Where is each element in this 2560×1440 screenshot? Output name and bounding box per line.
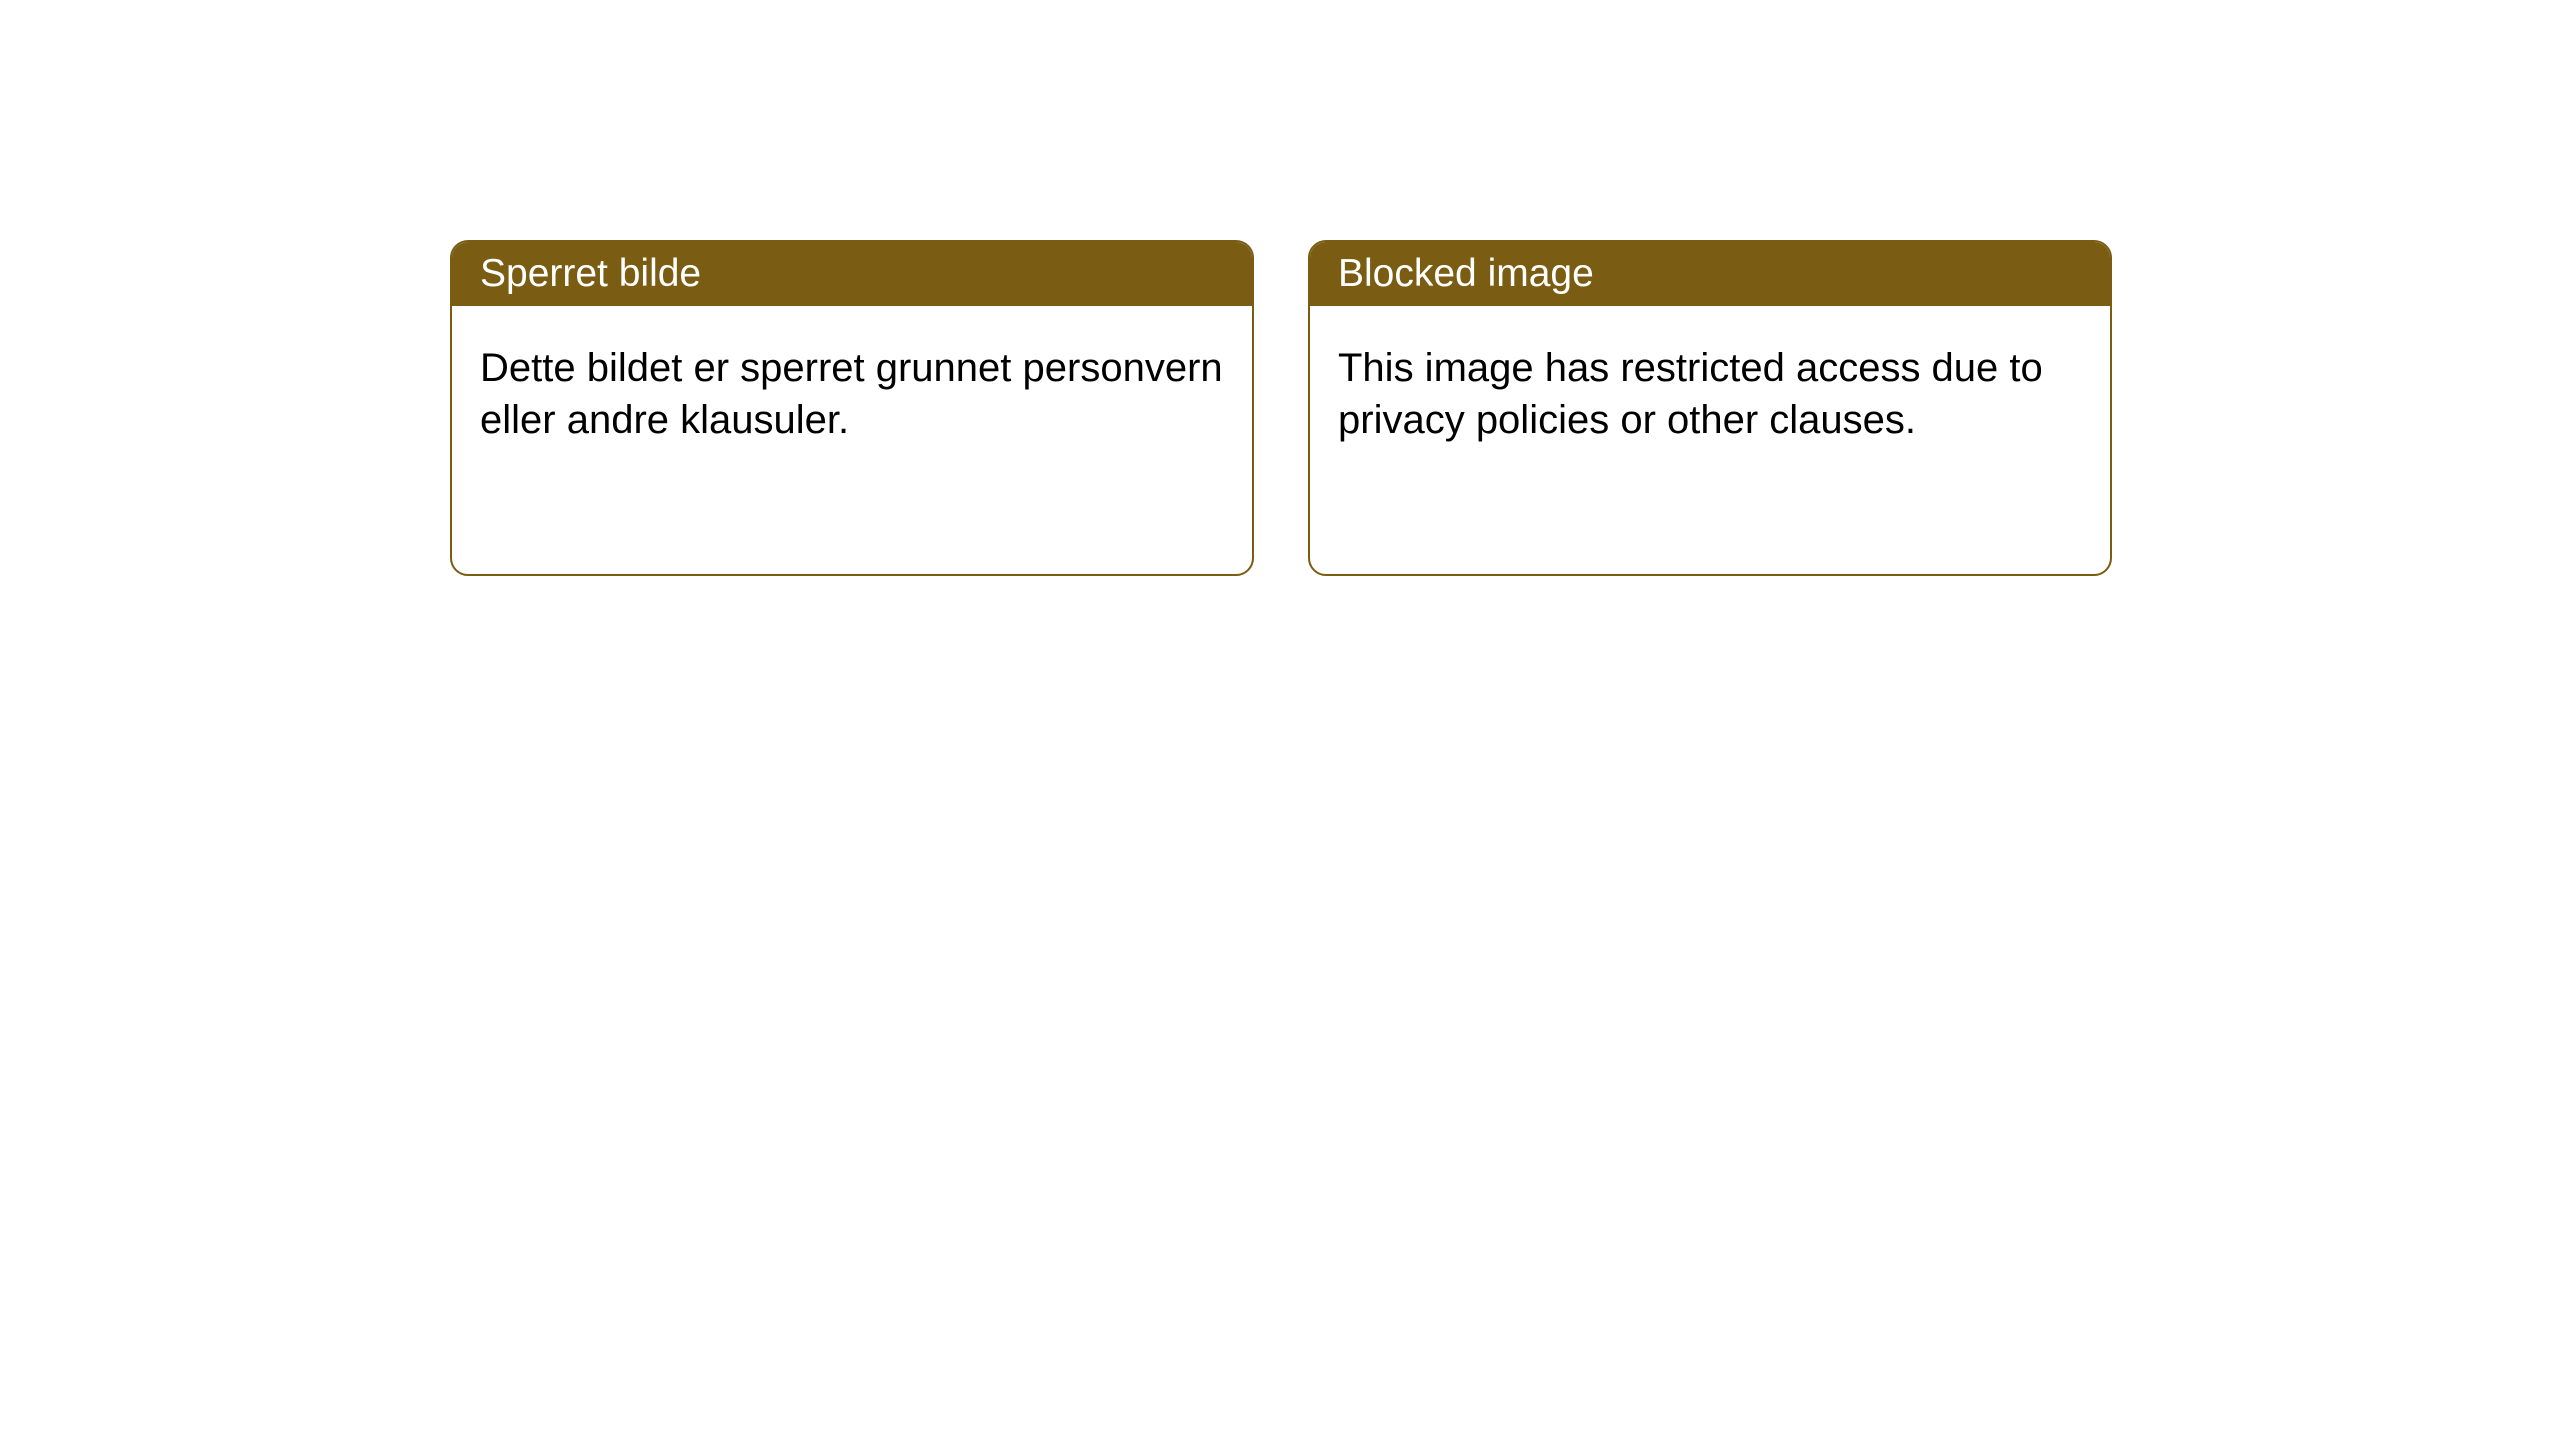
card-title-norwegian: Sperret bilde xyxy=(480,252,701,295)
card-header-english: Blocked image xyxy=(1310,242,2110,306)
card-norwegian: Sperret bilde Dette bildet er sperret gr… xyxy=(450,240,1254,576)
card-header-norwegian: Sperret bilde xyxy=(452,242,1252,306)
card-body-english: This image has restricted access due to … xyxy=(1310,306,2110,482)
card-text-english: This image has restricted access due to … xyxy=(1338,346,2043,442)
card-title-english: Blocked image xyxy=(1338,252,1594,295)
card-english: Blocked image This image has restricted … xyxy=(1308,240,2112,576)
cards-container: Sperret bilde Dette bildet er sperret gr… xyxy=(0,0,2560,576)
card-body-norwegian: Dette bildet er sperret grunnet personve… xyxy=(452,306,1252,482)
card-text-norwegian: Dette bildet er sperret grunnet personve… xyxy=(480,346,1223,442)
